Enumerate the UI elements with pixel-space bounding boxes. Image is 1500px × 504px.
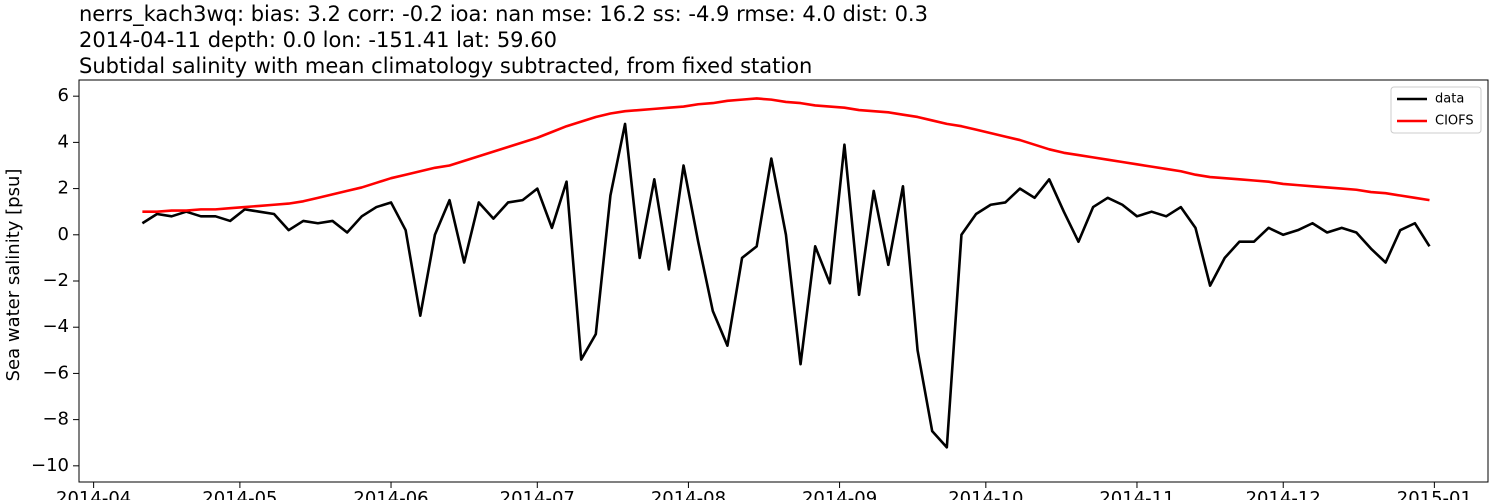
legend-label: CIOFS: [1435, 114, 1474, 129]
x-tick-label: 2015-01: [1397, 488, 1472, 500]
data-line: [142, 97, 1430, 213]
x-tick-label: 2014-04: [56, 488, 131, 500]
x-tick-label: 2014-11: [1099, 488, 1174, 500]
y-tick-label: −8: [42, 409, 69, 430]
y-tick-label: 4: [58, 131, 69, 152]
y-tick-label: −4: [42, 316, 69, 337]
x-tick-label: 2014-06: [353, 488, 428, 500]
y-tick-label: 0: [58, 224, 69, 245]
x-tick-label: 2014-10: [948, 488, 1023, 500]
y-axis-label: Sea water salinity [psu]: [3, 169, 24, 382]
chart-subtitle: 2014-04-11 depth: 0.0 lon: -151.41 lat: …: [79, 28, 557, 52]
legend-label: data: [1435, 92, 1464, 107]
x-tick-label: 2014-12: [1246, 488, 1321, 500]
y-tick-label: 6: [58, 85, 69, 106]
y-tick-label: −10: [31, 455, 69, 476]
x-tick-label: 2014-09: [802, 488, 877, 500]
chart-subtitle: Subtidal salinity with mean climatology …: [79, 54, 812, 78]
chart-title: nerrs_kach3wq: bias: 3.2 corr: -0.2 ioa:…: [79, 2, 928, 27]
x-tick-label: 2014-05: [202, 488, 277, 500]
data-line: [141, 122, 1431, 449]
y-tick-label: 2: [58, 178, 69, 199]
y-tick-label: −6: [42, 362, 69, 383]
x-tick-label: 2014-08: [651, 488, 726, 500]
y-tick-label: −2: [42, 270, 69, 291]
plot-frame: [78, 79, 1489, 483]
x-tick-label: 2014-07: [500, 488, 575, 500]
